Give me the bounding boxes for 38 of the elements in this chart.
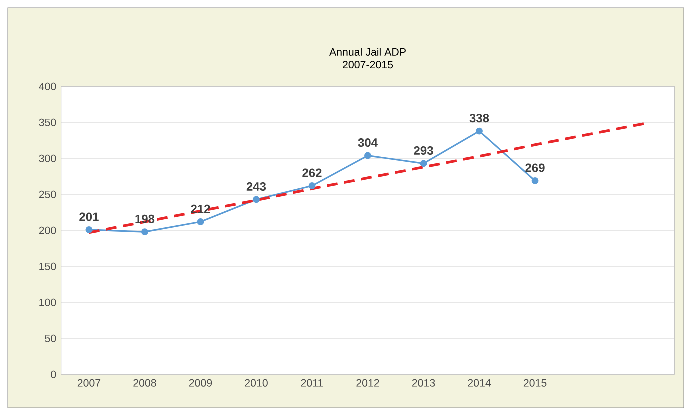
x-tick-label: 2010 — [245, 379, 268, 387]
point — [532, 178, 539, 184]
x-tick-label: 2011 — [301, 379, 324, 387]
x-tick-label: 2009 — [189, 379, 212, 387]
data-label: 262 — [302, 168, 322, 178]
data-label: 269 — [526, 164, 545, 172]
point — [476, 128, 483, 135]
point — [253, 196, 260, 204]
y-tick-label: 50 — [45, 334, 56, 342]
data-label: 304 — [358, 138, 378, 148]
point — [364, 152, 372, 160]
x-tick-label: 2012 — [356, 379, 380, 387]
chart-subtitle: 2007-2015 — [343, 61, 394, 69]
point — [420, 160, 428, 168]
y-tick-label: 400 — [39, 82, 56, 90]
data-label: 198 — [136, 214, 155, 224]
data-label: 293 — [414, 146, 434, 155]
point — [197, 218, 204, 226]
x-tick-label: 2013 — [412, 379, 436, 387]
point — [86, 226, 93, 234]
y-tick-label: 300 — [39, 154, 56, 162]
y-tick-label: 100 — [40, 298, 56, 306]
data-label: 201 — [80, 212, 99, 222]
data-label: 243 — [246, 182, 266, 191]
x-tick-label: 2015 — [524, 379, 547, 387]
y-tick-label: 150 — [40, 262, 56, 270]
x-tick-label: 2014 — [468, 379, 492, 387]
y-tick-label: 0 — [51, 370, 56, 378]
y-tick-label: 250 — [39, 190, 56, 198]
y-tick-label: 350 — [39, 118, 56, 126]
data-label: 212 — [191, 204, 210, 214]
point — [308, 182, 316, 190]
x-tick-label: 2007 — [78, 379, 101, 387]
point — [142, 228, 148, 236]
x-tick-label: 2008 — [134, 379, 156, 387]
chart-title: Annual Jail ADP — [329, 48, 406, 56]
data-label: 338 — [470, 114, 490, 123]
y-tick-label: 200 — [39, 226, 56, 234]
